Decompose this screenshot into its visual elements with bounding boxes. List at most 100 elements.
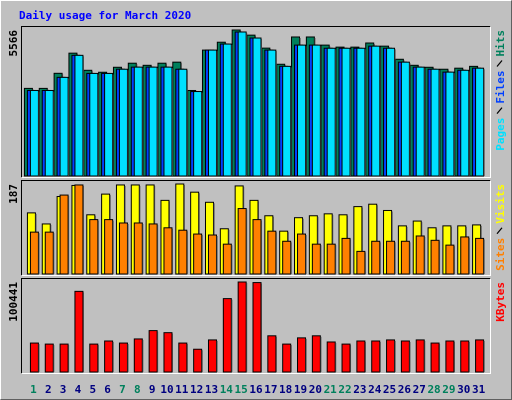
y-tick-label: 100441 [7, 282, 20, 322]
bar [74, 184, 84, 275]
bar [148, 66, 158, 177]
bar [430, 342, 440, 373]
bar [222, 243, 232, 275]
bar [326, 341, 336, 373]
bar [415, 339, 425, 373]
x-tick-label: 2 [45, 383, 52, 396]
x-tick-label: 19 [294, 383, 307, 396]
x-tick-label: 30 [457, 383, 470, 396]
legend-separator [496, 107, 503, 115]
bar [74, 290, 84, 373]
bar [415, 66, 425, 177]
bar [267, 335, 277, 373]
bar [29, 89, 39, 177]
bar [400, 61, 410, 177]
x-tick-label: 17 [264, 383, 277, 396]
bar [44, 231, 54, 275]
x-tick-label: 11 [175, 383, 189, 396]
x-tick-label: 15 [235, 383, 248, 396]
x-tick-label: 31 [472, 383, 486, 396]
bar [430, 239, 440, 275]
bar [341, 343, 351, 373]
panel-bevel-dark [21, 180, 491, 276]
x-tick-label: 16 [249, 383, 263, 396]
bar [326, 243, 336, 275]
bar [44, 343, 54, 373]
bar [386, 339, 396, 373]
bar [356, 47, 366, 177]
bar [252, 219, 262, 275]
bar [104, 72, 114, 177]
bar [222, 298, 232, 373]
bar [371, 240, 381, 275]
bar [193, 91, 203, 177]
x-tick-label: 22 [338, 383, 351, 396]
bar [282, 240, 292, 275]
panel-bevel-light [21, 26, 491, 178]
x-tick-label: 9 [149, 383, 156, 396]
bar [415, 235, 425, 275]
bar [356, 340, 366, 373]
bar [267, 49, 277, 177]
x-tick-label: 25 [383, 383, 396, 396]
bar [29, 231, 39, 275]
bar [252, 37, 262, 177]
bar [311, 44, 321, 177]
bar [237, 208, 247, 275]
x-tick-label: 28 [427, 383, 440, 396]
bar [207, 339, 217, 373]
bar [118, 222, 128, 275]
bar [163, 227, 173, 275]
x-tick-label: 6 [104, 383, 111, 396]
bar [118, 342, 128, 373]
x-tick-label: 26 [398, 383, 412, 396]
bar [44, 89, 54, 177]
bar [89, 72, 99, 177]
bar [59, 343, 69, 373]
y-tick-label: 5566 [7, 30, 20, 57]
bar [445, 340, 455, 373]
bar [297, 233, 307, 275]
bar [148, 223, 158, 275]
x-tick-label: 3 [60, 383, 67, 396]
bar [297, 337, 307, 373]
bar [297, 44, 307, 177]
x-tick-label: 1 [30, 383, 37, 396]
bar [371, 340, 381, 373]
bar [207, 234, 217, 275]
bar [282, 343, 292, 373]
x-tick-label: 13 [205, 383, 218, 396]
bar [104, 219, 114, 275]
legend-label: Visits [494, 184, 507, 224]
bar [89, 219, 99, 275]
bar [118, 68, 128, 177]
bar [193, 233, 203, 275]
bar [400, 240, 410, 275]
x-tick-label: 12 [190, 383, 203, 396]
bar [29, 342, 39, 373]
legend-label: Files [494, 71, 507, 104]
bar [475, 237, 485, 275]
panel-bevel-dark [21, 26, 491, 178]
bar [133, 222, 143, 275]
panel-bevel-light [21, 180, 491, 276]
x-tick-label: 27 [413, 383, 426, 396]
bar [445, 71, 455, 177]
bar [475, 339, 485, 373]
legend-separator [496, 227, 503, 235]
bar [445, 244, 455, 275]
bar [371, 45, 381, 177]
bar [386, 240, 396, 275]
bar [133, 338, 143, 373]
bar [460, 69, 470, 177]
x-tick-label: 14 [220, 383, 234, 396]
panel-bevel-dark [21, 278, 491, 374]
bar [400, 340, 410, 373]
bar [104, 340, 114, 373]
bar [207, 49, 217, 177]
legend-label: KBytes [494, 282, 507, 322]
x-tick-label: 29 [442, 383, 455, 396]
x-tick-label: 21 [324, 383, 338, 396]
